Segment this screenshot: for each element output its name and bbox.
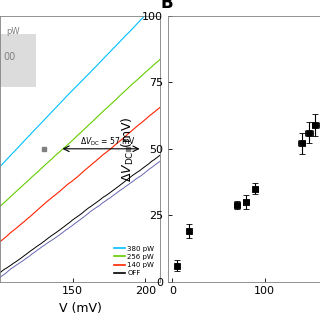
Y-axis label: $\Delta V_{\rm DC}$ (mV): $\Delta V_{\rm DC}$ (mV): [120, 116, 136, 182]
Text: pW: pW: [6, 27, 20, 36]
X-axis label: V (mV): V (mV): [59, 302, 101, 315]
Text: B: B: [160, 0, 173, 12]
Text: $\Delta V_{\rm DC}$ = 57 mV: $\Delta V_{\rm DC}$ = 57 mV: [80, 135, 136, 148]
Legend: 380 pW, 256 pW, 140 pW, OFF: 380 pW, 256 pW, 140 pW, OFF: [112, 244, 156, 278]
Text: 00: 00: [3, 52, 15, 62]
Bar: [0, 34, 36, 87]
